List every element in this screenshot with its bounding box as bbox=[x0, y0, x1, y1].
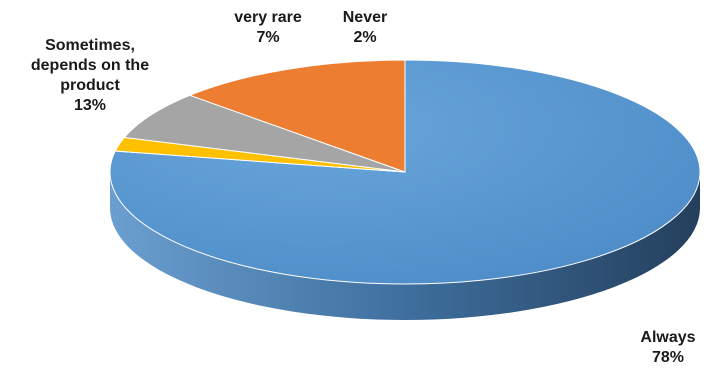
pie-slice-always bbox=[109, 59, 701, 285]
slice-label-value: 78% bbox=[651, 349, 685, 366]
pie-slice-very-rare bbox=[123, 94, 406, 173]
pie-side-wall bbox=[110, 172, 700, 320]
slice-label-value: 13% bbox=[73, 97, 107, 114]
slice-label-never: Never 2% bbox=[330, 8, 400, 48]
slice-label-always: Always 78% bbox=[628, 328, 708, 368]
pie-slices bbox=[109, 59, 701, 285]
slice-label-very-rare: very rare 7% bbox=[218, 8, 318, 48]
slice-label-name: Never bbox=[342, 9, 388, 26]
pie-slice-sometimes-depends-on-the-product bbox=[188, 59, 406, 173]
slice-label-name: Sometimes, depends on the product bbox=[30, 37, 150, 94]
slice-label-sometimes: Sometimes, depends on the product 13% bbox=[10, 36, 170, 116]
pie-side-surface bbox=[110, 172, 700, 320]
slice-label-name: very rare bbox=[234, 9, 302, 26]
slice-label-value: 2% bbox=[353, 29, 377, 46]
slice-label-name: Always bbox=[640, 329, 696, 346]
slice-label-value: 7% bbox=[256, 29, 280, 46]
